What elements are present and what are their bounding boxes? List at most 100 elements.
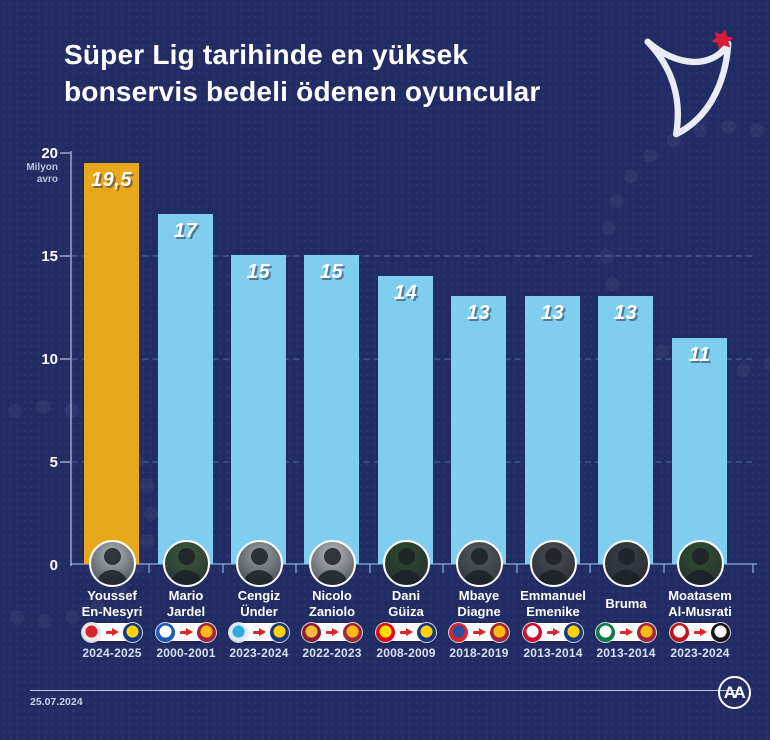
y-axis-dash (60, 461, 70, 463)
baseline-tick (589, 564, 591, 573)
bar-value-label: 19,5 (91, 169, 132, 191)
braga-crest-icon (670, 622, 689, 642)
arrow-right-icon (105, 627, 119, 637)
baseline-tick (516, 564, 518, 573)
player-name: Bruma (605, 595, 647, 611)
bar-value-label: 13 (613, 302, 638, 324)
bar-youssef-en-nesyri: 19,5 (84, 163, 139, 564)
season-label: 2013-2014 (523, 646, 583, 660)
season-label: 2023-2024 (229, 646, 289, 660)
transfer-badge (156, 622, 216, 642)
fenerbahce-crest-icon (123, 622, 142, 642)
player-mbaye-diagne: Mbaye Diagne 2018-2019 (441, 540, 517, 660)
season-label: 2000-2001 (156, 646, 216, 660)
player-photo (308, 540, 356, 587)
player-nicolo-zaniolo: Nicolo Zaniolo 2022-2023 (294, 540, 370, 660)
transfer-badge (376, 622, 436, 642)
player-name: Mario Jardel (166, 588, 206, 619)
player-name: Dani Güiza (388, 588, 424, 619)
transfer-badge (449, 622, 509, 642)
player-name: Emmanuel Emenike (520, 588, 586, 619)
super-lig-crest-outline (644, 38, 732, 138)
date-label: 25.07.2024 (30, 696, 83, 708)
arrow-right-icon (619, 627, 633, 637)
super-lig-logo (644, 29, 734, 138)
bar-bruma: 13 (598, 296, 653, 564)
transfer-badge (523, 622, 583, 642)
player-name: Moatasem Al-Musrati (668, 588, 732, 619)
bar-cengiz-under: 15 (231, 255, 286, 564)
player-dani-guiza: Dani Güiza 2008-2009 (368, 540, 444, 660)
arrow-right-icon (179, 627, 193, 637)
y-axis-unit-line1: Milyon (26, 162, 58, 173)
y-axis-dash (60, 255, 70, 257)
bar-moatasem-al-musrati: 11 (672, 338, 727, 564)
season-label: 2008-2009 (376, 646, 436, 660)
player-photo (382, 540, 430, 587)
season-label: 2024-2025 (82, 646, 142, 660)
bar-nicolo-zaniolo: 15 (304, 255, 359, 564)
sevilla-crest-icon (82, 622, 101, 642)
baseline-tick (752, 564, 754, 573)
fenerbahce-crest-icon (270, 622, 289, 642)
galatasaray-crest-icon (197, 622, 216, 642)
player-photo (88, 540, 136, 587)
sporting-cp-crest-icon (596, 622, 615, 642)
bar-value-label: 15 (246, 261, 271, 283)
baseline-tick (295, 564, 297, 573)
player-bruma: Bruma 2013-2014 (588, 540, 664, 660)
y-axis-dash (60, 358, 70, 360)
player-name: Mbaye Diagne (457, 588, 501, 619)
transfer-badge (302, 622, 362, 642)
baseline-tick (222, 564, 224, 573)
y-tick-label-0: 0 (49, 557, 58, 574)
bar-mbaye-diagne: 13 (451, 296, 506, 564)
bar-mario-jardel: 17 (158, 214, 213, 564)
baseline-tick (663, 564, 665, 573)
bar-value-label: 11 (688, 344, 711, 366)
transfer-badge (596, 622, 656, 642)
bar-emmanuel-emenike: 13 (525, 296, 580, 564)
bar-value-label: 17 (173, 220, 198, 242)
baseline-tick (442, 564, 444, 573)
y-axis-dash (60, 152, 70, 154)
bar-dani-guiza: 14 (378, 276, 433, 564)
bar-value-label: 13 (540, 302, 565, 324)
player-youssef-en-nesyri: Youssef En-Nesyri 2024-2025 (74, 540, 150, 660)
player-emmanuel-emenike: Emmanuel Emenike 2013-2014 (515, 540, 591, 660)
y-axis-unit-label: Milyon avro (16, 162, 58, 185)
y-tick-label-15: 15 (41, 248, 58, 265)
fenerbahce-crest-icon (417, 622, 436, 642)
baseline-tick (369, 564, 371, 573)
y-axis (70, 151, 72, 566)
bar-value-label: 15 (319, 261, 344, 283)
mallorca-crest-icon (376, 622, 395, 642)
y-tick-label-20: 20 (41, 145, 58, 162)
season-label: 2013-2014 (596, 646, 656, 660)
player-photo (162, 540, 210, 587)
bar-value-label: 13 (466, 302, 491, 324)
kasimpasa-crest-icon (449, 622, 468, 642)
arrow-right-icon (325, 627, 339, 637)
fenerbahce-crest-icon (564, 622, 583, 642)
baseline-tick (148, 564, 150, 573)
player-mario-jardel: Mario Jardel 2000-2001 (148, 540, 224, 660)
season-label: 2023-2024 (670, 646, 730, 660)
star-icon (711, 29, 734, 51)
grid-line-15 (72, 255, 752, 257)
roma-crest-icon (302, 622, 321, 642)
y-tick-label-10: 10 (41, 351, 58, 368)
galatasaray-crest-icon (343, 622, 362, 642)
arrow-right-icon (472, 627, 486, 637)
porto-crest-icon (156, 622, 175, 642)
marseille-crest-icon (229, 622, 248, 642)
player-cengiz-under: Cengiz Ünder 2023-2024 (221, 540, 297, 660)
page-title: Süper Lig tarihinde en yüksek bonservis … (64, 36, 624, 110)
player-name: Youssef En-Nesyri (81, 588, 143, 619)
player-photo (529, 540, 577, 587)
arrow-right-icon (252, 627, 266, 637)
player-name: Cengiz Ünder (237, 588, 281, 619)
page-title-line2: bonservis bedeli ödenen oyuncular (64, 76, 541, 108)
anadolu-agency-logo: AA (718, 676, 751, 709)
spartak-moscow-crest-icon (523, 622, 542, 642)
